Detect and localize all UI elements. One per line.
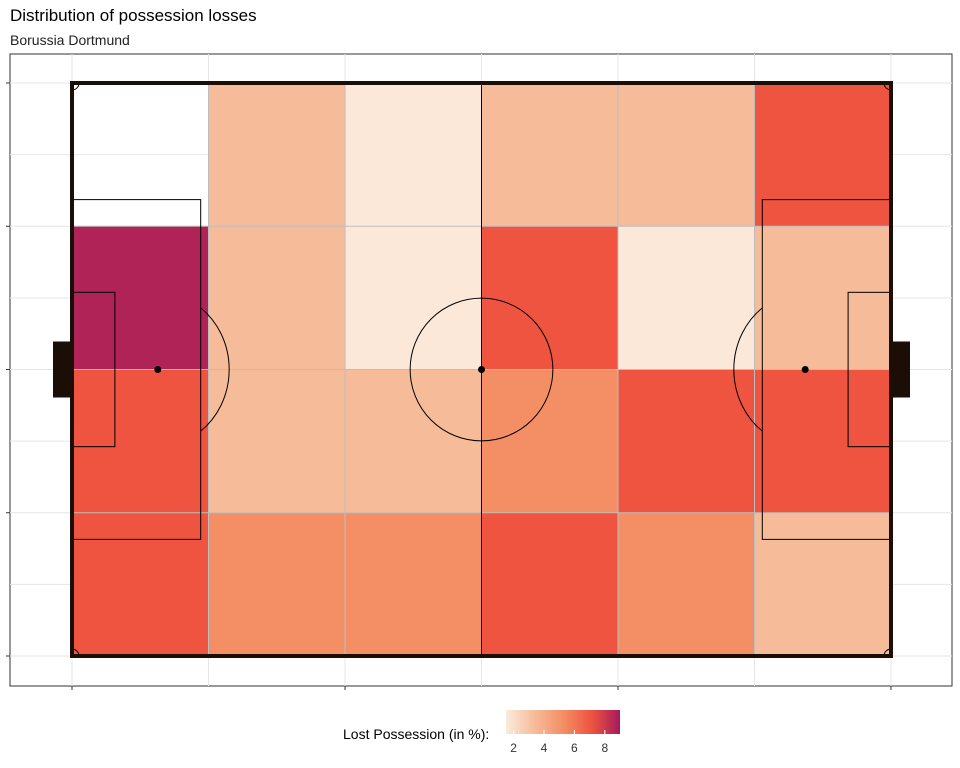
penalty-arc-right (733, 307, 763, 432)
heatmap-cell (481, 226, 618, 370)
goal-left (53, 341, 72, 398)
legend-tick-label: 2 (510, 741, 517, 755)
heatmap-cell (208, 83, 345, 227)
heatmap-cell (481, 369, 618, 513)
legend-colorbar (506, 710, 620, 734)
centre-spot (478, 366, 485, 373)
heatmap-cell (754, 226, 891, 370)
heatmap-cell (754, 369, 891, 513)
heatmap-cell (72, 369, 209, 513)
heatmap-cell (618, 369, 755, 513)
heatmap-cell (618, 512, 755, 656)
heatmap-cell (72, 512, 209, 656)
heatmap-cell (618, 226, 755, 370)
goal-right (891, 341, 910, 398)
heatmap-cell (208, 226, 345, 370)
legend-tick-label: 4 (541, 741, 548, 755)
legend-tick-label: 8 (601, 741, 608, 755)
heatmap-cell (345, 369, 482, 513)
chart-subtitle: Borussia Dortmund (10, 32, 130, 48)
heatmap-cell (754, 83, 891, 227)
heatmap-cell (208, 512, 345, 656)
heatmap-cell (754, 512, 891, 656)
centre-circle (409, 297, 554, 442)
penalty-arc-left (200, 307, 230, 432)
heatmap-cell (345, 226, 482, 370)
heatmap-cell (345, 512, 482, 656)
heatmap-cell (481, 83, 618, 227)
color-legend: 2 4 6 8 (506, 710, 620, 755)
chart-title: Distribution of possession losses (10, 6, 257, 25)
legend-tick-label: 6 (571, 741, 578, 755)
pitch-boundary (70, 81, 893, 658)
pitch-heatmap (6, 53, 953, 690)
heatmap-cell (345, 83, 482, 227)
heatmap-cell (208, 369, 345, 513)
heatmap-cell (618, 83, 755, 227)
heatmap-cell (481, 512, 618, 656)
heatmap-cell (72, 226, 209, 370)
penalty-spot-right (801, 366, 809, 373)
legend-title: Lost Possession (in %): (343, 726, 490, 742)
penalty-spot-left (154, 366, 162, 373)
